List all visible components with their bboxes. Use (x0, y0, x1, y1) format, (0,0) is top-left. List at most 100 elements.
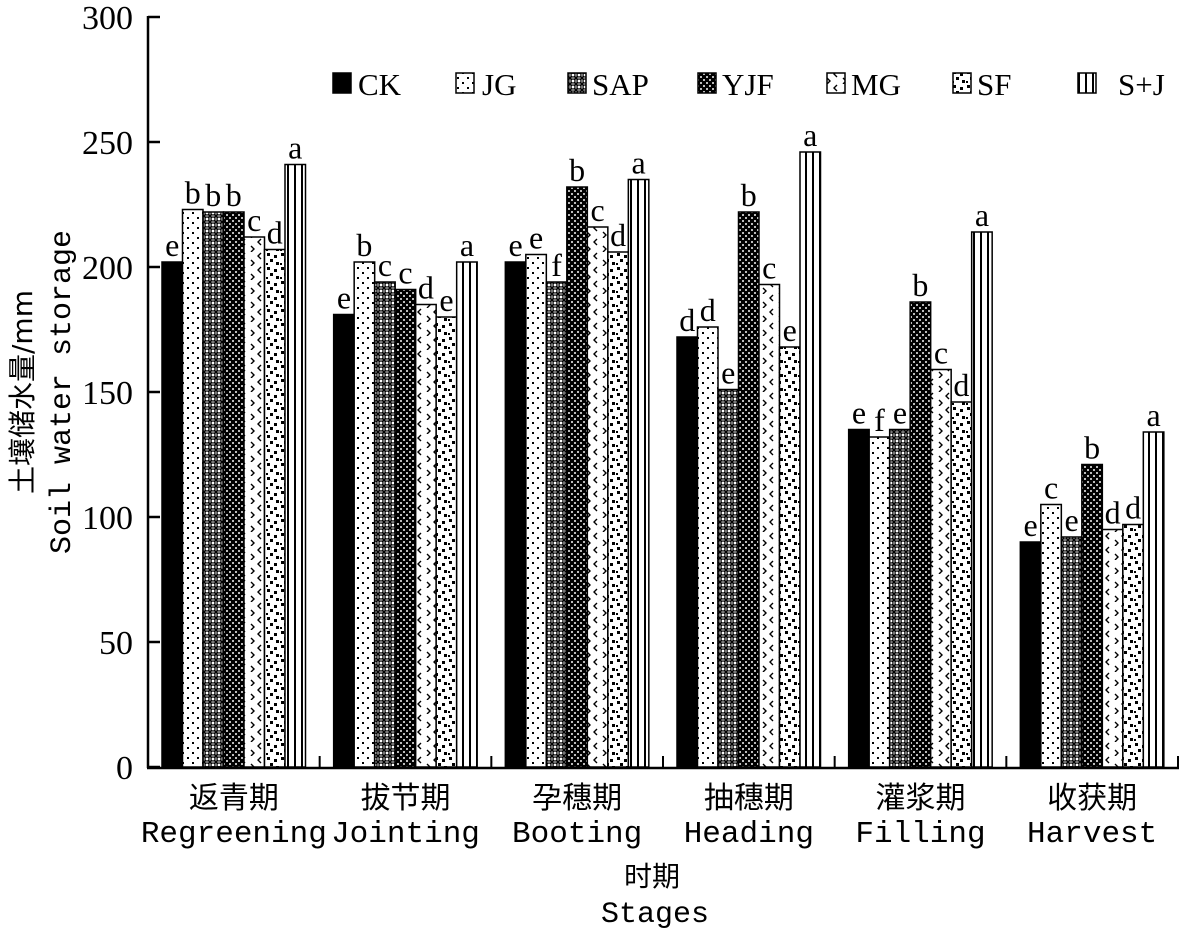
significance-letter: f (551, 247, 562, 283)
legend-label: YJF (722, 67, 774, 102)
bar-sf-jointing (435, 316, 458, 768)
significance-letter: e (783, 312, 797, 348)
bar-sf-regreening (263, 248, 286, 768)
significance-letter: c (398, 255, 412, 291)
y-axis-title-en: Soil water storage (46, 230, 80, 554)
x-axis-title-cn: 时期 (624, 860, 680, 893)
legend-label: CK (358, 67, 402, 102)
legend-label: MG (851, 67, 901, 102)
x-axis-ticks (318, 756, 1179, 768)
y-tick-label: 150 (82, 375, 133, 412)
bar-yjf-heading (737, 211, 760, 768)
bar-sf-heading (778, 346, 801, 768)
significance-letter: b (226, 177, 242, 213)
legend-swatch-mg (826, 72, 846, 94)
significance-letter: f (874, 402, 885, 438)
significance-letter: d (610, 217, 626, 253)
bars (161, 151, 1165, 768)
legend-swatch-ck (332, 72, 352, 94)
significance-letter: b (912, 267, 928, 303)
y-tick-label: 250 (82, 125, 133, 162)
bar-jg-heading (696, 326, 719, 768)
significance-letter: a (631, 145, 645, 181)
bar-jg-harvest (1040, 503, 1063, 768)
category-label-en: Harvest (1027, 817, 1157, 852)
category-label-en: Filling (855, 817, 985, 852)
significance-letter: d (953, 367, 969, 403)
legend: CK JG SAP YJF MG SF S+J (332, 67, 1165, 102)
y-tick-label: 50 (99, 625, 133, 662)
significance-letter: b (741, 177, 757, 213)
significance-letter: a (803, 117, 817, 153)
y-tick-label: 200 (82, 250, 133, 287)
significance-letter: e (721, 355, 735, 391)
bar-sap-harvest (1060, 536, 1083, 768)
bar-sf-booting (607, 251, 630, 768)
significance-letter: e (508, 227, 522, 263)
legend-swatch-jg (455, 72, 475, 94)
category-label-cn: 拔节期 (361, 781, 451, 816)
y-tick-label: 0 (116, 750, 133, 787)
legend-label: S+J (1118, 67, 1165, 102)
significance-letter: b (356, 227, 372, 263)
bar-sf-harvest (1122, 523, 1145, 768)
significance-letter: e (439, 282, 453, 318)
bar-ck-filling (847, 428, 870, 768)
bar-splusj-filling (970, 231, 993, 768)
significance-letter: e (893, 395, 907, 431)
bar-ck-booting (504, 261, 527, 768)
bar-yjf-regreening (222, 211, 245, 768)
y-tick-label: 100 (82, 500, 133, 537)
x-axis-title-en: Stages (601, 898, 709, 932)
bar-sap-booting (545, 281, 568, 768)
y-axis-ticks: 0 50 100 150 200 250 300 (82, 0, 160, 787)
bar-yjf-jointing (394, 288, 417, 768)
bar-jg-filling (868, 436, 891, 768)
significance-letter: b (205, 177, 221, 213)
bar-ck-jointing (332, 313, 355, 768)
significance-letter: b (185, 175, 201, 211)
category-label-cn: 灌浆期 (876, 781, 966, 816)
bar-sap-jointing (373, 281, 396, 768)
bar-jg-jointing (353, 261, 376, 768)
significance-letter: a (288, 130, 302, 166)
category-label-en: Booting (512, 817, 642, 852)
bar-splusj-jointing (455, 261, 478, 768)
legend-label: SF (977, 67, 1011, 102)
legend-swatch-splusj (1077, 72, 1097, 94)
y-axis-title: 土壤储水量/mm Soil water storage (6, 230, 80, 554)
bar-yjf-booting (566, 186, 589, 768)
significance-letter: b (1084, 430, 1100, 466)
bar-sap-filling (888, 428, 911, 768)
bar-yjf-filling (909, 301, 932, 768)
bar-ck-regreening (161, 261, 184, 768)
legend-label: SAP (592, 67, 649, 102)
bar-jg-regreening (181, 208, 204, 768)
bar-splusj-regreening (284, 163, 307, 768)
bar-sap-regreening (202, 211, 225, 768)
category-label-en: Regreening (141, 817, 327, 852)
significance-letter: e (165, 227, 179, 263)
bar-mg-regreening (243, 236, 266, 768)
significance-letter: d (1125, 490, 1141, 526)
significance-letter: e (529, 220, 543, 256)
significance-letter: c (590, 192, 604, 228)
category-label-en: Jointing (331, 817, 480, 852)
significance-letter: c (1044, 470, 1058, 506)
significance-letter: a (460, 227, 474, 263)
bar-yjf-harvest (1081, 463, 1104, 768)
significance-letter: d (267, 215, 283, 251)
y-tick-label: 300 (82, 0, 133, 37)
bar-mg-jointing (414, 303, 437, 768)
bar-ck-heading (676, 336, 699, 768)
legend-label: JG (482, 67, 516, 102)
bar-splusj-harvest (1142, 431, 1165, 768)
significance-letter: d (679, 302, 695, 338)
significance-letter: d (700, 292, 716, 328)
legend-swatch-sf (952, 72, 972, 94)
category-label-cn: 返青期 (189, 781, 279, 816)
significance-letter: a (975, 197, 989, 233)
legend-swatch-yjf (697, 72, 717, 94)
significance-letter: c (247, 202, 261, 238)
